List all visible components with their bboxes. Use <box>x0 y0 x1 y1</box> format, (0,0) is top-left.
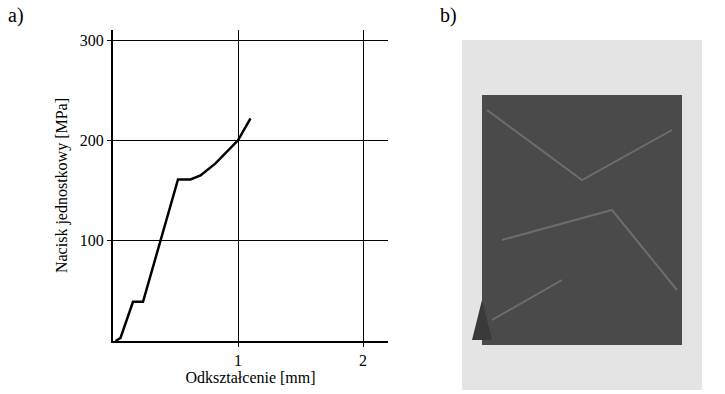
svg-text:200: 200 <box>80 132 104 149</box>
html-text:b): b) <box>440 4 457 26</box>
svg-text:100: 100 <box>80 232 104 249</box>
svg-text:Nacisk jednostkowy [MPa]: Nacisk jednostkowy [MPa] <box>53 98 71 273</box>
svg-text:Odkształcenie [mm]: Odkształcenie [mm] <box>185 369 315 386</box>
svg-text:2: 2 <box>359 352 367 369</box>
svg-text:300: 300 <box>80 32 104 49</box>
svg-text:1: 1 <box>234 352 242 369</box>
html-text:a): a) <box>8 4 24 26</box>
